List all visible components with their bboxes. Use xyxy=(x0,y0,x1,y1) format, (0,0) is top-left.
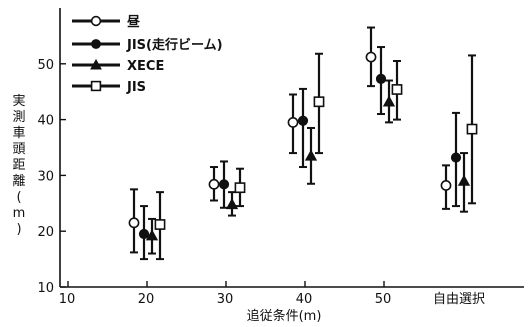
legend-marker xyxy=(91,39,101,49)
axes: 10 20 30 40 50 10 20 30 40 50 自由選択 xyxy=(37,8,524,307)
x-tick-label: 30 xyxy=(217,292,234,307)
x-tick-label: 50 xyxy=(375,292,392,307)
data-point xyxy=(375,73,387,84)
y-tick-label: 40 xyxy=(37,114,54,129)
data-point xyxy=(304,149,318,161)
series-2 xyxy=(138,46,462,261)
series-4 xyxy=(154,52,478,261)
data-point xyxy=(391,84,403,95)
data-marks xyxy=(128,26,478,261)
data-point xyxy=(128,217,140,229)
y-tick-label: 30 xyxy=(37,169,54,184)
x-tick-label: 20 xyxy=(138,292,155,307)
data-point xyxy=(145,229,159,241)
data-point xyxy=(234,182,246,194)
y-axis-title-char: m xyxy=(13,206,26,221)
legend-marker xyxy=(90,58,102,70)
legend: 昼 JIS(走行ビーム) XECE JIS xyxy=(72,14,223,95)
legend-label: XECE xyxy=(127,59,164,74)
x-tick-label-free-selection: 自由選択 xyxy=(433,292,485,307)
data-point xyxy=(225,198,239,210)
y-tick-label: 20 xyxy=(37,225,54,240)
data-point xyxy=(218,179,230,190)
legend-label: JIS xyxy=(126,80,146,95)
legend-item-4: JIS xyxy=(72,80,146,95)
x-tick-label: 10 xyxy=(59,292,76,307)
y-axis-title-char: 離 xyxy=(12,174,25,189)
data-point xyxy=(440,180,452,191)
data-point xyxy=(382,95,396,107)
data-point xyxy=(450,152,462,163)
data-point xyxy=(154,219,166,230)
legend-item-2: JIS(走行ビーム) xyxy=(72,37,223,53)
y-axis-title-char: 距 xyxy=(12,158,25,173)
data-point xyxy=(138,228,150,240)
y-axis-title-char: ( xyxy=(16,190,21,205)
y-axis-title-char: 車 xyxy=(12,126,25,141)
y-axis-title-char: 測 xyxy=(12,110,25,125)
x-tick-label: 40 xyxy=(296,292,313,307)
data-point xyxy=(365,51,377,63)
data-point xyxy=(466,123,478,135)
data-point xyxy=(457,174,471,186)
y-tick-label: 10 xyxy=(37,281,54,296)
legend-item-3: XECE xyxy=(72,58,164,74)
legend-label: JIS(走行ビーム) xyxy=(126,37,223,53)
legend-marker xyxy=(90,15,102,27)
data-point xyxy=(287,116,299,128)
y-axis-title-char: 頭 xyxy=(12,142,25,157)
y-tick-label: 50 xyxy=(37,58,54,73)
legend-marker xyxy=(90,80,102,92)
y-axis-title-char: 実 xyxy=(12,93,25,109)
data-point xyxy=(297,115,309,126)
x-axis-title: 追従条件(m) xyxy=(247,308,322,324)
series-1 xyxy=(128,26,452,254)
legend-item-1: 昼 xyxy=(72,14,140,30)
data-point xyxy=(313,96,325,108)
y-axis-title-char: ) xyxy=(16,222,21,237)
data-point xyxy=(208,178,220,190)
series-3 xyxy=(145,79,471,255)
legend-label: 昼 xyxy=(127,14,140,30)
